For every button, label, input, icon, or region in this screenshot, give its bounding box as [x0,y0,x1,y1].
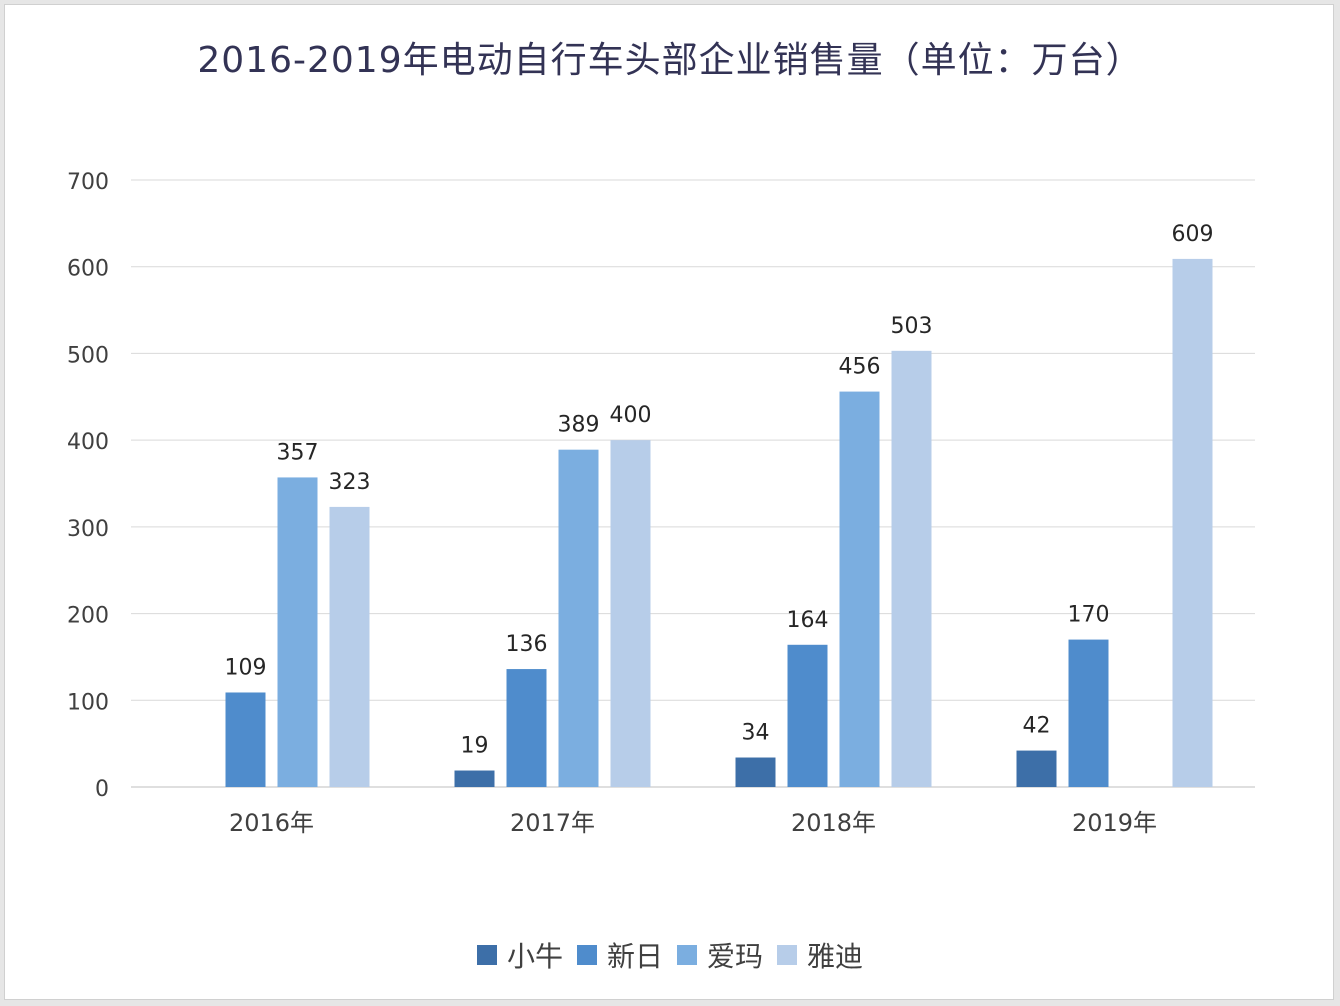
chart-frame: 2016-2019年电动自行车头部企业销售量（单位：万台） 0 100 200 300… [4,4,1334,1000]
x-tick-label: 2018年 [791,809,876,837]
data-label: 389 [558,413,600,438]
legend-swatch [476,945,497,965]
legend-swatch [777,945,798,965]
legend-swatch [576,945,597,965]
y-tick-label: 500 [67,343,109,368]
x-tick-label: 2019年 [1072,809,1157,837]
bar [839,391,880,787]
bar [1172,258,1213,787]
legend-item: 雅迪 [777,935,863,975]
bar [891,350,932,787]
data-label: 503 [891,314,933,339]
x-tick-label: 2016年 [229,809,314,837]
data-label: 400 [610,403,652,428]
bar [1068,639,1109,787]
chart-legend: 小牛 新日 爱玛 雅迪 [5,935,1335,975]
data-label: 357 [277,440,319,465]
legend-item: 小牛 [476,935,563,975]
legend-label: 新日 [606,940,663,973]
legend-label: 雅迪 [807,940,864,973]
legend-item: 爱玛 [677,935,763,975]
data-label: 609 [1172,222,1214,247]
data-label: 136 [506,632,548,657]
bar [329,506,370,787]
bar [277,477,318,787]
data-label: 34 [742,721,770,746]
data-label: 323 [329,470,371,495]
data-label: 42 [1023,714,1051,739]
y-tick-label: 400 [67,430,109,455]
bar [735,757,776,787]
y-tick-label: 300 [67,517,109,542]
x-tick-label: 2017年 [510,809,595,837]
bar [225,692,266,787]
bar-chart: 0 100 200 300 400 500 600 700 109 357 323 2016年 19 13… [67,170,1255,837]
bar [454,770,495,787]
data-label: 170 [1068,603,1110,628]
y-tick-label: 0 [95,777,109,802]
data-label: 19 [461,734,489,759]
bar [610,440,651,787]
bar [506,669,547,787]
data-label: 109 [225,655,267,680]
y-tick-label: 700 [67,170,109,195]
y-tick-label: 200 [67,604,109,629]
chart-title: 2016-2019年电动自行车头部企业销售量（单位：万台） [197,40,1143,81]
y-tick-label: 100 [67,690,109,715]
data-label: 456 [839,355,881,380]
data-label: 164 [787,608,829,633]
legend-item: 新日 [576,935,663,975]
legend-label: 爱玛 [707,940,764,973]
legend-label: 小牛 [506,940,563,973]
bar [558,449,599,787]
y-tick-label: 600 [67,257,109,282]
bar [1016,750,1057,787]
bar [787,644,828,787]
legend-swatch [677,945,697,965]
